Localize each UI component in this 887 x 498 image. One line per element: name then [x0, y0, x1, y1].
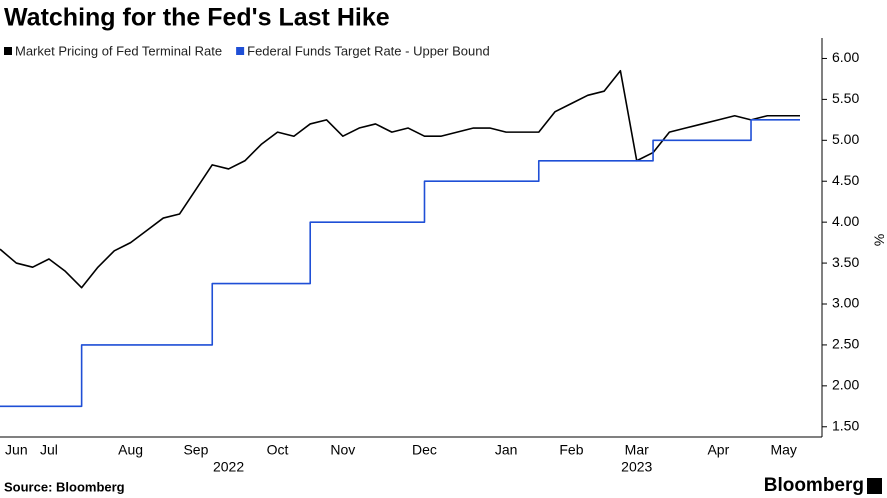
source: Source: Bloomberg [4, 479, 125, 494]
x-tick-label: Mar [625, 442, 649, 458]
y-tick-label: 4.50 [832, 172, 859, 188]
y-tick-label: 5.50 [832, 90, 859, 106]
x-tick-label: Apr [707, 442, 729, 458]
x-tick-label: Dec [412, 442, 437, 458]
legend-label: Market Pricing of Fed Terminal Rate [15, 43, 222, 58]
brand-icon [867, 478, 882, 494]
legend-swatch [236, 47, 245, 55]
x-tick-label: Jun [5, 442, 28, 458]
y-tick-label: 6.00 [832, 49, 859, 65]
x-tick-label: Nov [330, 442, 355, 458]
legend-label: Federal Funds Target Rate - Upper Bound [247, 43, 490, 58]
x-tick-label: Aug [118, 442, 143, 458]
y-tick-label: 2.50 [832, 336, 859, 352]
x-tick-label: Jul [40, 442, 58, 458]
x-tick-label: Sep [183, 442, 208, 458]
x-tick-label: Jan [495, 442, 518, 458]
x-group-label: 2023 [621, 459, 652, 475]
brand: Bloomberg [764, 475, 864, 496]
x-tick-label: Oct [267, 442, 289, 458]
legend-swatch [4, 47, 12, 55]
y-tick-label: 3.00 [832, 295, 859, 311]
y-axis-label: % [871, 234, 887, 246]
y-tick-label: 1.50 [832, 417, 859, 433]
chart-title: Watching for the Fed's Last Hike [4, 4, 390, 32]
x-group-label: 2022 [213, 459, 244, 475]
x-tick-label: May [770, 442, 796, 458]
y-tick-label: 3.50 [832, 254, 859, 270]
y-tick-label: 5.00 [832, 131, 859, 147]
series-line [0, 119, 800, 408]
y-tick-label: 2.00 [832, 377, 859, 393]
y-tick-label: 4.00 [832, 213, 859, 229]
series-line [0, 69, 800, 289]
x-tick-label: Feb [559, 442, 583, 458]
